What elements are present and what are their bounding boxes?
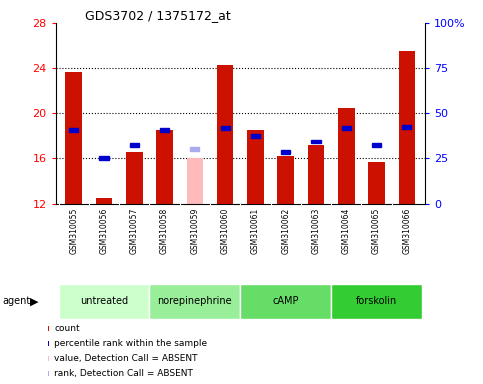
Text: ▶: ▶	[30, 296, 39, 306]
Text: percentile rank within the sample: percentile rank within the sample	[54, 339, 207, 348]
Text: GSM310061: GSM310061	[251, 208, 260, 254]
Text: GSM310056: GSM310056	[99, 208, 109, 254]
Text: GSM310065: GSM310065	[372, 208, 381, 254]
Text: count: count	[54, 324, 80, 333]
Text: agent: agent	[2, 296, 30, 306]
Text: cAMP: cAMP	[272, 296, 299, 306]
Bar	[69, 128, 78, 132]
Text: GSM310057: GSM310057	[130, 208, 139, 254]
Bar	[342, 126, 351, 130]
Bar	[402, 125, 412, 129]
Bar	[312, 139, 321, 144]
Bar	[338, 108, 355, 204]
Bar	[160, 128, 169, 132]
Bar	[368, 162, 385, 204]
Bar	[217, 65, 233, 204]
Bar	[58, 284, 149, 319]
Text: GSM310064: GSM310064	[342, 208, 351, 254]
Text: rank, Detection Call = ABSENT: rank, Detection Call = ABSENT	[54, 369, 193, 378]
Bar	[221, 126, 230, 130]
Text: GSM310063: GSM310063	[312, 208, 321, 254]
Text: value, Detection Call = ABSENT: value, Detection Call = ABSENT	[54, 354, 198, 363]
Text: GDS3702 / 1375172_at: GDS3702 / 1375172_at	[85, 9, 231, 22]
Bar	[126, 152, 142, 204]
Bar	[48, 341, 49, 346]
Bar	[186, 159, 203, 204]
Text: GSM310055: GSM310055	[69, 208, 78, 254]
Text: GSM310062: GSM310062	[281, 208, 290, 254]
Text: GSM310058: GSM310058	[160, 208, 169, 254]
Text: GSM310066: GSM310066	[402, 208, 412, 254]
Bar	[251, 134, 260, 138]
Bar	[156, 130, 173, 204]
Bar	[48, 371, 49, 376]
Text: norepinephrine: norepinephrine	[157, 296, 232, 306]
Bar	[331, 284, 422, 319]
Bar	[308, 145, 325, 204]
Bar	[277, 156, 294, 204]
Bar	[130, 143, 139, 147]
Bar	[281, 150, 290, 154]
Text: untreated: untreated	[80, 296, 128, 306]
Bar	[372, 143, 381, 147]
Bar	[149, 284, 241, 319]
Text: GSM310060: GSM310060	[221, 208, 229, 254]
Bar	[48, 356, 49, 361]
Bar	[247, 130, 264, 204]
Bar	[65, 71, 82, 204]
Text: GSM310059: GSM310059	[190, 208, 199, 254]
Bar	[241, 284, 331, 319]
Bar	[398, 51, 415, 204]
Bar	[48, 326, 49, 331]
Bar	[190, 147, 199, 151]
Bar	[96, 198, 113, 204]
Text: forskolin: forskolin	[356, 296, 397, 306]
Bar	[99, 156, 109, 161]
